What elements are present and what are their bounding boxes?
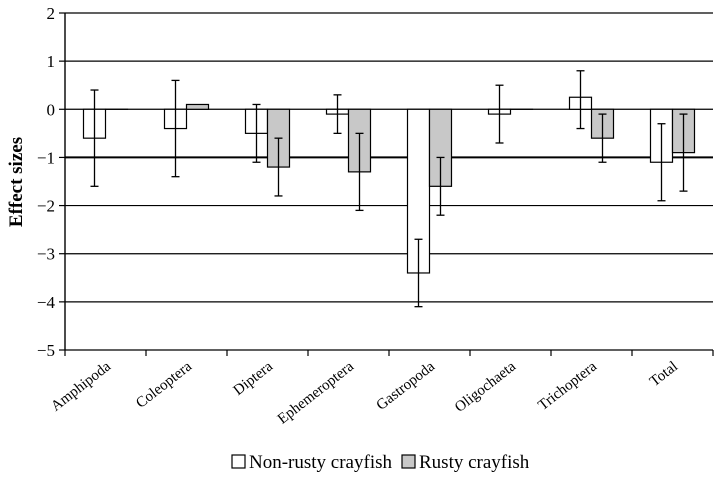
axes: [59, 12, 714, 356]
y-tick-label: −2: [37, 197, 55, 216]
x-tick-label: Diptera: [231, 358, 277, 399]
legend-swatch: [231, 454, 246, 469]
x-tick-label: Total: [647, 359, 681, 390]
y-tick-labels: 2 1 0 −1 −2 −3 −4 −5: [37, 4, 56, 360]
gridlines: [65, 12, 713, 351]
legend-label: Non-rusty crayfish: [249, 452, 392, 473]
bar: [185, 103, 210, 110]
y-tick-label: −3: [37, 245, 55, 264]
legend-label: Rusty crayfish: [419, 452, 530, 473]
y-tick-label: 0: [47, 100, 56, 119]
y-tick-label: 2: [47, 4, 56, 23]
y-tick-label: −1: [37, 148, 55, 167]
y-tick-label: −4: [37, 293, 56, 312]
legend: Non-rusty crayfish Rusty crayfish: [231, 452, 530, 473]
x-tick-label: Amphipoda: [48, 358, 114, 414]
error-bars: [90, 70, 688, 308]
x-tick-label: Oligochaeta: [452, 358, 519, 415]
y-axis-label: Effect sizes: [6, 137, 27, 227]
x-tick-label: Coleoptera: [133, 358, 195, 411]
legend-swatch: [401, 454, 416, 469]
y-tick-label: −5: [37, 341, 55, 360]
x-tick-label: Trichoptera: [535, 358, 600, 414]
x-tick-label: Gastropoda: [374, 358, 439, 413]
y-tick-label: 1: [47, 52, 56, 71]
x-tick-label: Ephemeroptera: [275, 358, 357, 427]
